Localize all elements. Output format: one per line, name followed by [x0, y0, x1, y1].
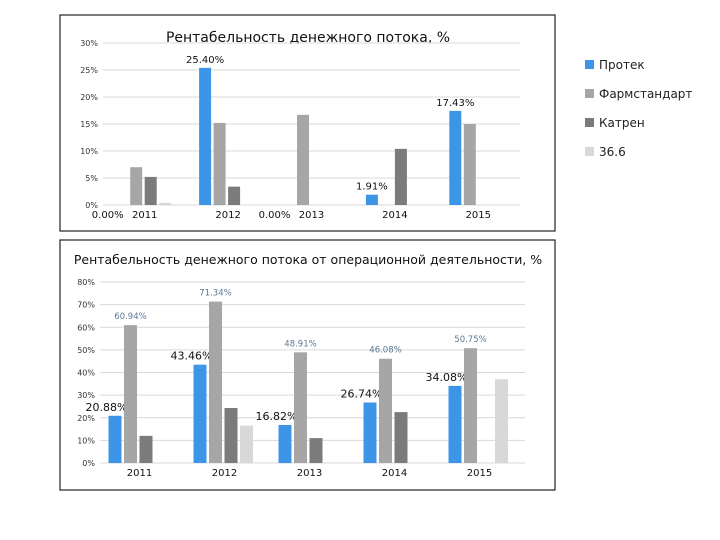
bar-Протек-2015 [448, 385, 462, 463]
legend-swatch-Катрен [585, 118, 594, 127]
bar-Протек-2015 [449, 110, 462, 205]
data-label: 20.88% [86, 401, 128, 414]
y-tick-label: 20% [77, 414, 95, 423]
data-label: 71.34% [199, 289, 231, 299]
y-tick-label: 80% [77, 278, 95, 287]
bar-Фармстандарт-2013 [294, 352, 307, 463]
y-tick-label: 40% [77, 369, 95, 378]
data-label: 1.91% [356, 182, 388, 193]
chart2: 0% 10% 20% 30% 40% 50% 60% 70% 80% 2011 20.88% 60.9… [77, 278, 525, 479]
bar-Фармстандарт-2015 [463, 124, 476, 205]
y-tick-label: 10% [77, 436, 95, 445]
x-tick-label: 2012 [215, 210, 240, 221]
x-tick-label: 2012 [212, 468, 237, 479]
bar-Фармстандарт-2012 [209, 301, 222, 463]
y-tick-label: 5% [85, 174, 98, 183]
y-tick-label: 0% [85, 201, 98, 210]
x-tick-label: 2011 [127, 468, 152, 479]
data-label: 50.75% [454, 335, 486, 345]
data-label: 60.94% [114, 312, 146, 322]
data-label: 46.08% [369, 346, 401, 356]
bar-Протек-2011 [108, 415, 122, 463]
data-label: 25.40% [186, 55, 224, 66]
data-label: 16.82% [256, 410, 298, 423]
bar-Катрен-2012 [228, 186, 241, 205]
bar-Фармстандарт-2015 [464, 348, 477, 463]
data-label: 0.00% [92, 210, 124, 221]
legend-swatch-Фармстандарт [585, 89, 594, 98]
bar-Протек-2012 [199, 67, 212, 205]
chart1: 0% 5% 10% 15% 20% 25% 30% 2011 0.00% 2012 25.40% 20… [80, 39, 520, 221]
y-tick-label: 25% [80, 66, 98, 75]
bar-Фармстандарт-2011 [124, 325, 137, 463]
bar-Протек-2013 [278, 424, 292, 463]
bar-Фармстандарт-2011 [130, 167, 143, 205]
bar-Катрен-2011 [139, 435, 153, 463]
x-tick-label: 2013 [297, 468, 322, 479]
x-tick-label: 2013 [299, 210, 324, 221]
legend-label: Фармстандарт [599, 87, 692, 101]
legend-label: Протек [599, 58, 645, 72]
y-tick-label: 0% [82, 459, 95, 468]
bar-36.6-2011 [159, 202, 172, 205]
y-tick-label: 50% [77, 346, 95, 355]
data-label: 34.08% [426, 371, 468, 384]
bar-Фармстандарт-2014 [379, 358, 392, 463]
bar-Катрен-2013 [309, 438, 323, 463]
y-tick-label: 15% [80, 120, 98, 129]
x-tick-label: 2015 [466, 210, 491, 221]
bar-Протек-2012 [193, 364, 207, 463]
x-tick-label: 2014 [382, 210, 407, 221]
bar-Катрен-2012 [224, 408, 238, 463]
legend-swatch-Протек [585, 60, 594, 69]
bar-36.6-2012 [240, 425, 253, 463]
bar-36.6-2015 [495, 379, 508, 463]
x-tick-label: 2011 [132, 210, 157, 221]
y-tick-label: 10% [80, 147, 98, 156]
bar-Фармстандарт-2012 [213, 122, 226, 205]
x-tick-label: 2014 [382, 468, 407, 479]
bar-Фармстандарт-2013 [297, 114, 309, 205]
bar-Протек-2014 [365, 194, 378, 205]
data-label: 17.43% [436, 98, 474, 109]
data-label: 26.74% [341, 388, 383, 401]
y-tick-label: 30% [77, 391, 95, 400]
bar-Катрен-2014 [394, 148, 407, 205]
chart2-title: Рентабельность денежного потока от опера… [74, 252, 542, 267]
legend-label: 36.6 [599, 145, 626, 159]
data-label: 43.46% [171, 350, 213, 363]
bar-Катрен-2014 [394, 412, 408, 463]
y-tick-label: 70% [77, 301, 95, 310]
y-tick-label: 30% [80, 39, 98, 48]
x-tick-label: 2015 [467, 468, 492, 479]
data-label: 0.00% [259, 210, 291, 221]
bar-Катрен-2011 [144, 176, 157, 205]
legend-swatch-36.6 [585, 147, 594, 156]
data-label: 48.91% [284, 339, 316, 349]
chart1-title: Рентабельность денежного потока, % [166, 30, 450, 46]
y-tick-label: 60% [77, 323, 95, 332]
bar-Протек-2014 [363, 402, 377, 463]
legend-label: Катрен [599, 116, 645, 130]
legend: Протек Фармстандарт Катрен 36.6 [585, 58, 692, 159]
y-tick-label: 20% [80, 93, 98, 102]
